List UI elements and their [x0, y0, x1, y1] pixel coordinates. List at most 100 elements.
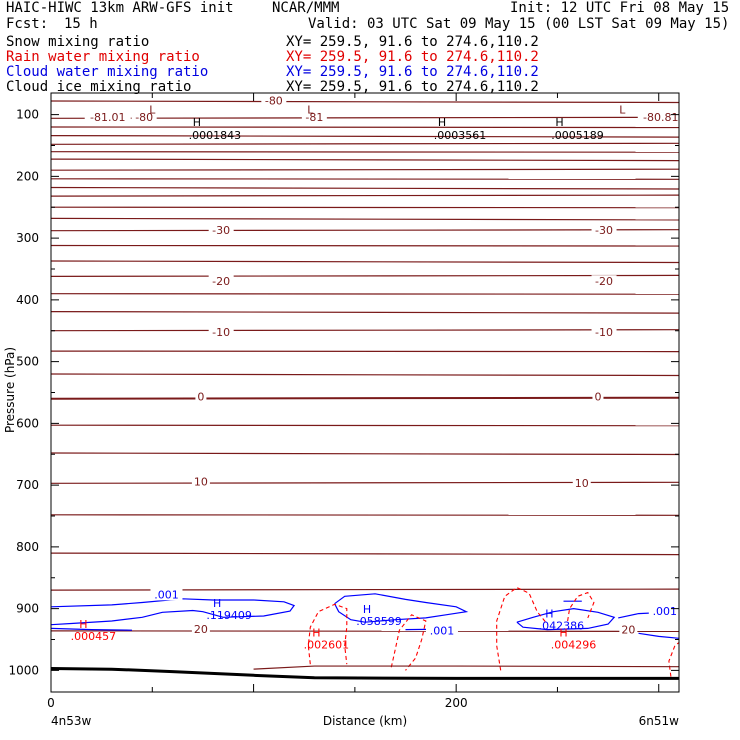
temp-extremum-marker: L — [149, 104, 156, 117]
rain-water-contour — [668, 642, 680, 677]
legend-snow-xy: XY= 259.5, 91.6 to 274.6,110.2 — [286, 34, 539, 50]
y-tick-label: 700 — [16, 478, 39, 492]
cloud-water-contour — [638, 632, 680, 639]
isotherm-label-bg — [619, 623, 638, 636]
isotherm-label-bg — [592, 390, 604, 403]
isotherm-label: 10 — [575, 477, 589, 490]
rain-water-max-marker: H — [312, 626, 320, 639]
rain-water-max-marker: H — [559, 626, 567, 639]
isotherm-line — [50, 186, 680, 190]
rain-water-max-marker: H — [79, 618, 87, 631]
isotherm-line — [50, 552, 680, 556]
temp-extremum-value: .0005189 — [551, 129, 604, 142]
contour-lines — [50, 100, 680, 680]
isotherm-label: 20 — [621, 623, 635, 636]
org-label: NCAR/MMM — [272, 0, 340, 16]
isotherm-line — [50, 217, 680, 221]
isotherm-label-bg — [191, 475, 210, 488]
cloud-water-contour-label-bg — [648, 604, 681, 617]
legend-cloudice-xy: XY= 259.5, 91.6 to 274.6,110.2 — [286, 79, 539, 95]
y-tick-label: 100 — [16, 108, 39, 122]
legend-snow-label: Snow mixing ratio — [6, 34, 150, 50]
valid-time: Valid: 03 UTC Sat 09 May 15 (00 LST Sat … — [308, 16, 730, 32]
legend-cloudwater-label: Cloud water mixing ratio — [6, 64, 209, 80]
isotherm-label-bg — [191, 622, 210, 635]
contour-labels: -80 -81.01 -80 -81 -80.81 -30 -30 -20 -20 -10 -10 0… — [71, 94, 684, 651]
x-tick-label: 200 — [445, 696, 468, 710]
y-tick-label: 200 — [16, 169, 39, 183]
isotherm-line — [50, 142, 680, 145]
isotherm-label-bg — [208, 223, 234, 236]
legend-rain-label: Rain water mixing ratio — [6, 49, 200, 65]
isotherm-label-bg — [195, 390, 207, 403]
isotherm-label: 20 — [194, 623, 208, 636]
isotherm-label: 10 — [194, 475, 208, 488]
isotherm-label-bg — [591, 325, 617, 338]
isotherm-label: -10 — [212, 326, 230, 339]
init-time: Init: 12 UTC Fri 08 May 15 — [510, 0, 730, 16]
rain-water-contour — [496, 586, 548, 671]
isotherm-line — [50, 194, 680, 197]
y-axis-label: Pressure (hPa) — [3, 347, 17, 433]
cloud-water-contour-label: .001 — [430, 625, 455, 638]
isotherm-label-bg — [261, 94, 287, 107]
forecast-hour: 15 h — [64, 16, 98, 32]
isotherm-line — [50, 244, 680, 247]
isotherm-label: -80 — [135, 111, 153, 124]
y-tick-label: 500 — [16, 355, 39, 369]
cloud-water-max-marker: H — [363, 603, 371, 616]
isotherm-label: -80.81 — [643, 111, 678, 124]
temp-extremum-marker: H — [193, 116, 201, 129]
isotherm-line — [50, 452, 680, 456]
isotherm-label-bg — [591, 275, 617, 288]
rain-water-max-value: .000457 — [71, 630, 117, 643]
cloud-water-contour — [50, 627, 133, 631]
isotherm-line — [50, 135, 680, 138]
y-tick-label: 400 — [16, 293, 39, 307]
cloud-water-contour-label: .001 — [653, 605, 678, 618]
y-tick-label: 300 — [16, 231, 39, 245]
y-tick-label: 1000 — [8, 663, 39, 677]
temp-extremum-value: .0001843 — [189, 129, 242, 142]
legend-rain-xy: XY= 259.5, 91.6 to 274.6,110.2 — [286, 49, 539, 65]
isotherm-line — [50, 178, 680, 180]
cloud-water-contour — [334, 593, 469, 623]
isotherm-label-bg — [131, 110, 157, 123]
isotherm-line — [50, 274, 680, 277]
isotherm-line — [50, 126, 680, 129]
isotherm-line — [50, 206, 680, 209]
isotherm-label-bg — [208, 325, 234, 338]
isotherm-line — [50, 630, 680, 632]
cloud-water-contour-label-bg — [425, 624, 458, 637]
cloud-water-max-value: .058599 — [356, 615, 402, 628]
isotherm-label: -81.01 — [90, 111, 125, 124]
isotherm-label-bg — [591, 223, 617, 236]
rain-water-max-value: .004296 — [551, 638, 597, 651]
rain-water-contour — [390, 614, 427, 671]
cloud-water-max-marker: H — [545, 607, 553, 620]
temp-extremum-marker: H — [438, 116, 446, 129]
temp-extremum-value: .0003561 — [434, 129, 487, 142]
isotherm-line — [50, 396, 680, 400]
isotherm-label: -30 — [595, 224, 613, 237]
cloud-water-max-value: .042386 — [539, 619, 585, 632]
isotherm-line — [50, 373, 680, 377]
isotherm-line — [50, 588, 680, 591]
cloud-water-contour-label-bg — [150, 588, 183, 601]
isotherm-line — [253, 665, 680, 670]
chart-title: HAIC-HIWC 13km ARW-GFS init — [6, 0, 234, 16]
isotherm-line — [50, 514, 680, 516]
isotherm-label: -10 — [595, 326, 613, 339]
isotherm-line — [50, 229, 680, 232]
rain-water-max-value: .002601 — [304, 638, 350, 651]
y-tick-label: 600 — [16, 416, 39, 430]
isotherm-label: 0 — [594, 391, 601, 404]
isotherm-line — [50, 151, 680, 153]
isotherm-label-bg — [301, 110, 327, 123]
isotherm-label: -30 — [212, 224, 230, 237]
isotherm-line — [50, 260, 680, 264]
terrain-line — [50, 667, 679, 680]
y-tick-label: 800 — [16, 540, 39, 554]
